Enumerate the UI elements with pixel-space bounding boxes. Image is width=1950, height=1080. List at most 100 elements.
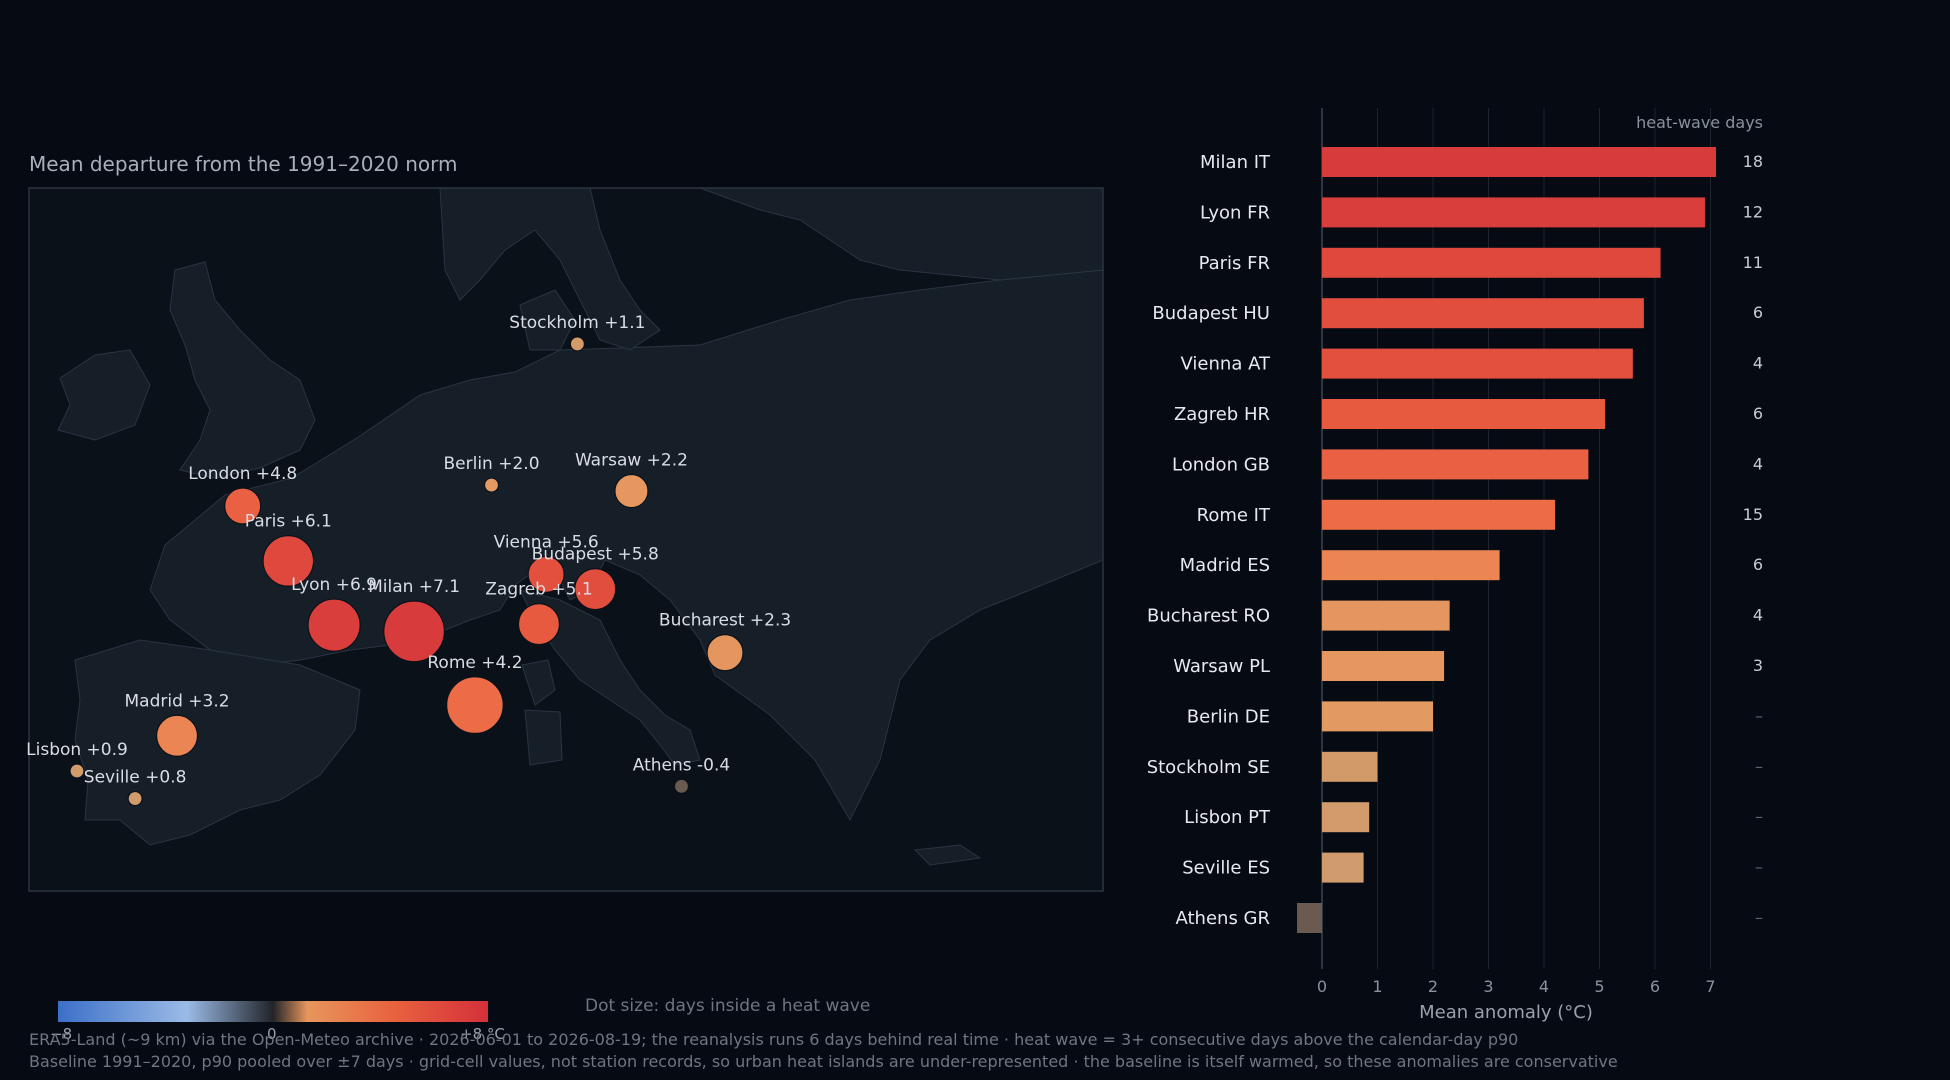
bar-lisbon-pt <box>1322 802 1370 833</box>
category-label: Seville ES <box>1182 858 1270 879</box>
category-label: Zagreb HR <box>1174 404 1270 425</box>
city-label-paris: Paris +6.1 <box>245 512 332 532</box>
colorbar-min-label: −8 <box>50 1025 73 1043</box>
city-dot-rome <box>446 676 504 735</box>
city-dot-bucharest <box>706 634 744 672</box>
bar-zagreb-hr <box>1322 399 1606 429</box>
city-label-milan: Milan +7.1 <box>368 577 460 597</box>
bar-madrid-es <box>1322 550 1500 581</box>
days-column-header: heat-wave days <box>1636 113 1763 132</box>
days-value-label: – <box>1755 908 1763 927</box>
days-value-label: 11 <box>1743 253 1763 272</box>
days-value-label: – <box>1755 706 1763 725</box>
bar-london-gb <box>1322 449 1589 480</box>
footnote-1: ERA5-Land (~9 km) via the Open-Meteo arc… <box>29 1030 1519 1049</box>
category-label: London GB <box>1172 454 1270 475</box>
x-tick-label: 4 <box>1539 977 1549 996</box>
city-label-budapest: Budapest +5.8 <box>532 545 659 565</box>
colorbar-max-label: +8 °C <box>460 1025 505 1043</box>
city-dot-lisbon <box>69 763 85 779</box>
x-tick-label: 1 <box>1372 977 1382 996</box>
bar-warsaw-pl <box>1322 651 1445 681</box>
map-frame <box>28 187 1104 892</box>
city-label-berlin: Berlin +2.0 <box>444 454 540 474</box>
x-tick-label: 2 <box>1428 977 1438 996</box>
category-label: Vienna AT <box>1181 354 1271 375</box>
city-label-lyon: Lyon +6.9 <box>291 575 377 595</box>
city-dot-vienna <box>527 555 565 593</box>
city-dot-seville <box>127 790 143 807</box>
city-dot-zagreb <box>517 603 561 646</box>
city-label-stockholm: Stockholm +1.1 <box>509 313 645 333</box>
category-label: Madrid ES <box>1180 555 1270 576</box>
days-value-label: 6 <box>1753 404 1763 423</box>
days-value-label: 18 <box>1743 152 1763 171</box>
bar-seville-es <box>1322 852 1364 883</box>
city-label-seville: Seville +0.8 <box>84 768 187 788</box>
city-dot-budapest <box>574 568 617 611</box>
city-label-lisbon: Lisbon +0.9 <box>26 740 128 760</box>
city-dot-lyon <box>307 598 361 652</box>
city-label-athens: Athens -0.4 <box>633 755 730 775</box>
bar-bucharest-ro <box>1322 600 1450 631</box>
size-legend: Dot size: days inside a heat wave <box>585 996 871 1016</box>
x-axis-label: Mean anomaly (°C) <box>1419 1002 1593 1023</box>
bar-rome-it <box>1322 499 1556 530</box>
days-value-label: 3 <box>1753 656 1763 675</box>
map-landmass <box>57 188 1103 866</box>
category-label: Berlin DE <box>1187 706 1270 727</box>
colorbar <box>58 1001 488 1022</box>
bar-budapest-hu <box>1322 298 1644 329</box>
category-label: Rome IT <box>1197 505 1271 526</box>
days-value-label: 6 <box>1753 303 1763 322</box>
city-label-zagreb: Zagreb +5.1 <box>485 580 592 600</box>
category-label: Stockholm SE <box>1147 757 1270 778</box>
days-value-label: 4 <box>1753 606 1763 625</box>
days-value-label: 15 <box>1743 505 1763 524</box>
map-title: Mean departure from the 1991–2020 norm <box>29 152 458 176</box>
city-label-london: London +4.8 <box>188 464 297 484</box>
bar-berlin-de <box>1322 701 1433 732</box>
city-dot-paris <box>262 535 315 587</box>
bar-stockholm-se <box>1322 751 1378 782</box>
city-dot-stockholm <box>569 336 585 352</box>
city-dot-athens <box>673 778 690 794</box>
bar-lyon-fr <box>1322 197 1705 228</box>
category-label: Budapest HU <box>1152 303 1270 324</box>
city-label-madrid: Madrid +3.2 <box>125 691 230 711</box>
category-label: Lisbon PT <box>1184 807 1271 828</box>
city-dot-madrid <box>155 714 199 757</box>
bar-athens-gr <box>1297 903 1322 933</box>
city-dot-warsaw <box>614 473 649 509</box>
days-value-label: 6 <box>1753 555 1763 574</box>
days-value-label: 4 <box>1753 354 1763 373</box>
days-value-label: 4 <box>1753 454 1763 473</box>
bar-vienna-at <box>1322 348 1633 379</box>
x-tick-label: 0 <box>1317 977 1327 996</box>
category-label: Athens GR <box>1176 908 1271 929</box>
category-label: Warsaw PL <box>1173 656 1270 677</box>
city-label-rome: Rome +4.2 <box>427 653 522 673</box>
x-tick-label: 6 <box>1650 977 1660 996</box>
days-value-label: – <box>1755 858 1763 877</box>
days-value-label: – <box>1755 757 1763 776</box>
city-label-bucharest: Bucharest +2.3 <box>659 611 791 631</box>
category-label: Lyon FR <box>1200 202 1270 223</box>
footnote-2: Baseline 1991–2020, p90 pooled over ±7 d… <box>29 1052 1618 1071</box>
city-dot-milan <box>383 600 446 663</box>
bar-milan-it <box>1322 147 1717 177</box>
x-tick-label: 7 <box>1705 977 1715 996</box>
days-value-label: 12 <box>1743 202 1763 221</box>
days-value-label: – <box>1755 807 1763 826</box>
map-points: Stockholm +1.1 Berlin +2.0 Warsaw +2.2 Lond… <box>26 313 791 807</box>
city-label-vienna: Vienna +5.6 <box>494 532 599 552</box>
x-tick-label: 5 <box>1594 977 1604 996</box>
city-dot-london <box>224 487 262 525</box>
category-label: Paris FR <box>1199 253 1270 274</box>
city-label-warsaw: Warsaw +2.2 <box>575 451 688 471</box>
city-dot-berlin <box>483 477 500 493</box>
bar-paris-fr <box>1322 247 1661 278</box>
x-tick-label: 3 <box>1483 977 1493 996</box>
